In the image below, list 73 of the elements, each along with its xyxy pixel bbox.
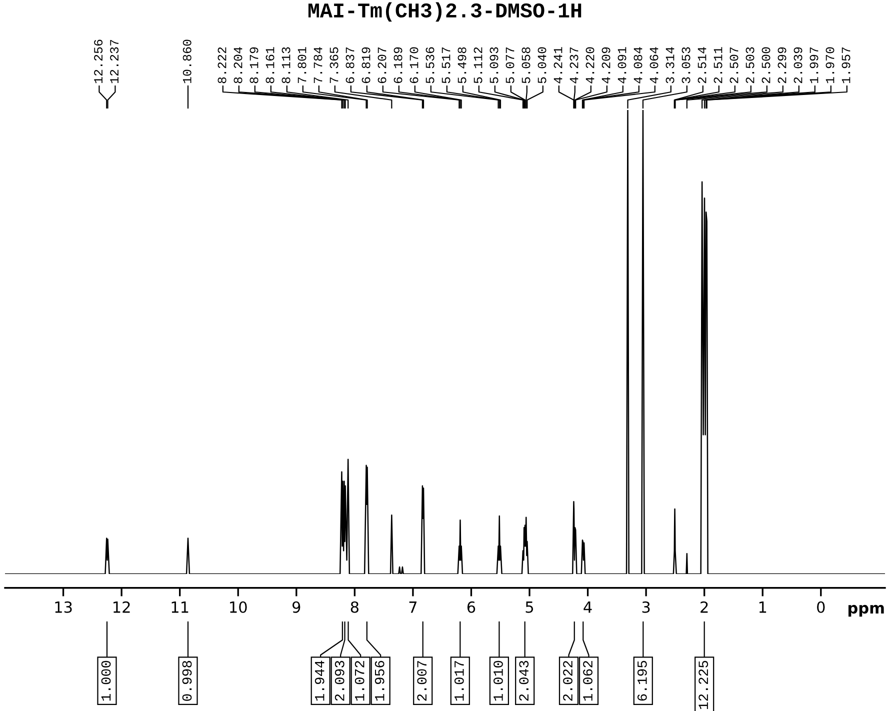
- annotation: 12.225: [698, 660, 708, 710]
- x-tick-label: 7: [409, 602, 416, 613]
- x-tick-label: 1: [759, 602, 766, 613]
- annotation: 2.093: [334, 660, 344, 701]
- annotation: 12.256: [94, 40, 103, 84]
- annotation: 5.498: [458, 47, 466, 84]
- annotation: 8.204: [234, 47, 242, 84]
- annotation: 2.514: [698, 47, 706, 84]
- annotation: 3.053: [682, 47, 690, 84]
- x-tick-label: 3: [642, 601, 650, 613]
- annotation: 4.091: [618, 47, 626, 84]
- annotation: 5.093: [490, 47, 498, 84]
- x-tick-label: 13: [55, 601, 72, 613]
- annotation: 2.503: [746, 47, 754, 84]
- annotation: 1.017: [454, 661, 464, 701]
- x-tick-label: 11: [172, 602, 188, 613]
- x-tick-label: 2: [700, 601, 708, 613]
- annotation: 8.179: [250, 47, 258, 84]
- annotation: 1.957: [842, 47, 850, 84]
- annotation: 6.207: [378, 47, 386, 84]
- annotation: 5.536: [426, 47, 434, 84]
- annotation: 5.040: [538, 47, 546, 84]
- annotation: 8.161: [266, 47, 274, 84]
- annotation: 1.072: [354, 660, 364, 701]
- annotation: 4.209: [602, 47, 610, 84]
- annotation: 2.511: [714, 47, 722, 84]
- annotation: 2.500: [762, 47, 770, 84]
- annotation: 2.043: [519, 660, 529, 701]
- annotation: 4.241: [554, 47, 562, 84]
- x-tick-label: 5: [526, 602, 534, 613]
- annotation: 7.365: [330, 47, 338, 84]
- annotation: 10.860: [182, 40, 192, 84]
- annotation: 2.022: [563, 660, 572, 701]
- annotation: 7.801: [298, 47, 306, 84]
- annotation: 6.837: [346, 47, 354, 84]
- x-tick-label: 0: [817, 601, 825, 613]
- annotation: 7.784: [314, 47, 322, 84]
- annotation: 1.062: [583, 660, 592, 701]
- annotation: 1.944: [314, 660, 324, 701]
- annotation: 4.220: [586, 47, 594, 84]
- annotation: 8.113: [282, 47, 290, 84]
- x-tick-label: 12: [114, 601, 130, 613]
- annotation: 2.007: [417, 661, 427, 701]
- annotation: 5.112: [474, 47, 482, 84]
- x-tick-label: 10: [230, 601, 247, 613]
- annotation: 1.956: [374, 660, 384, 701]
- annotation: 1.000: [101, 660, 111, 701]
- annotation: 1.010: [494, 660, 503, 701]
- annotation: 1.970: [826, 47, 834, 84]
- annotation: 6.195: [637, 660, 647, 701]
- annotation: 6.189: [394, 47, 402, 84]
- annotation: 4.237: [570, 47, 578, 84]
- annotation: 5.077: [506, 47, 514, 84]
- annotation: 1.997: [810, 47, 818, 84]
- annotation: 6.170: [410, 47, 418, 84]
- annotation: 2.039: [794, 47, 802, 84]
- annotation: 4.084: [634, 47, 642, 84]
- x-tick-label: 4: [584, 602, 592, 613]
- annotation: 4.064: [650, 47, 658, 84]
- annotation: 0.998: [182, 660, 192, 701]
- annotation: 5.517: [442, 47, 450, 84]
- annotation: 5.058: [522, 47, 530, 84]
- annotation: 8.222: [218, 47, 226, 84]
- annotation: 12.237: [110, 40, 119, 84]
- annotation: 6.819: [362, 47, 370, 84]
- chart-title: MAI-Tm(CH3)2.3-DMSO-1H: [308, 2, 582, 22]
- x-tick-label: 9: [292, 601, 300, 613]
- annotation: 2.299: [778, 47, 786, 84]
- x-tick-label: 8: [350, 601, 358, 613]
- x-axis-title: ppm: [848, 604, 884, 617]
- annotation: 2.507: [730, 47, 738, 84]
- annotation: 3.314: [666, 47, 674, 84]
- x-tick-label: 6: [467, 601, 476, 613]
